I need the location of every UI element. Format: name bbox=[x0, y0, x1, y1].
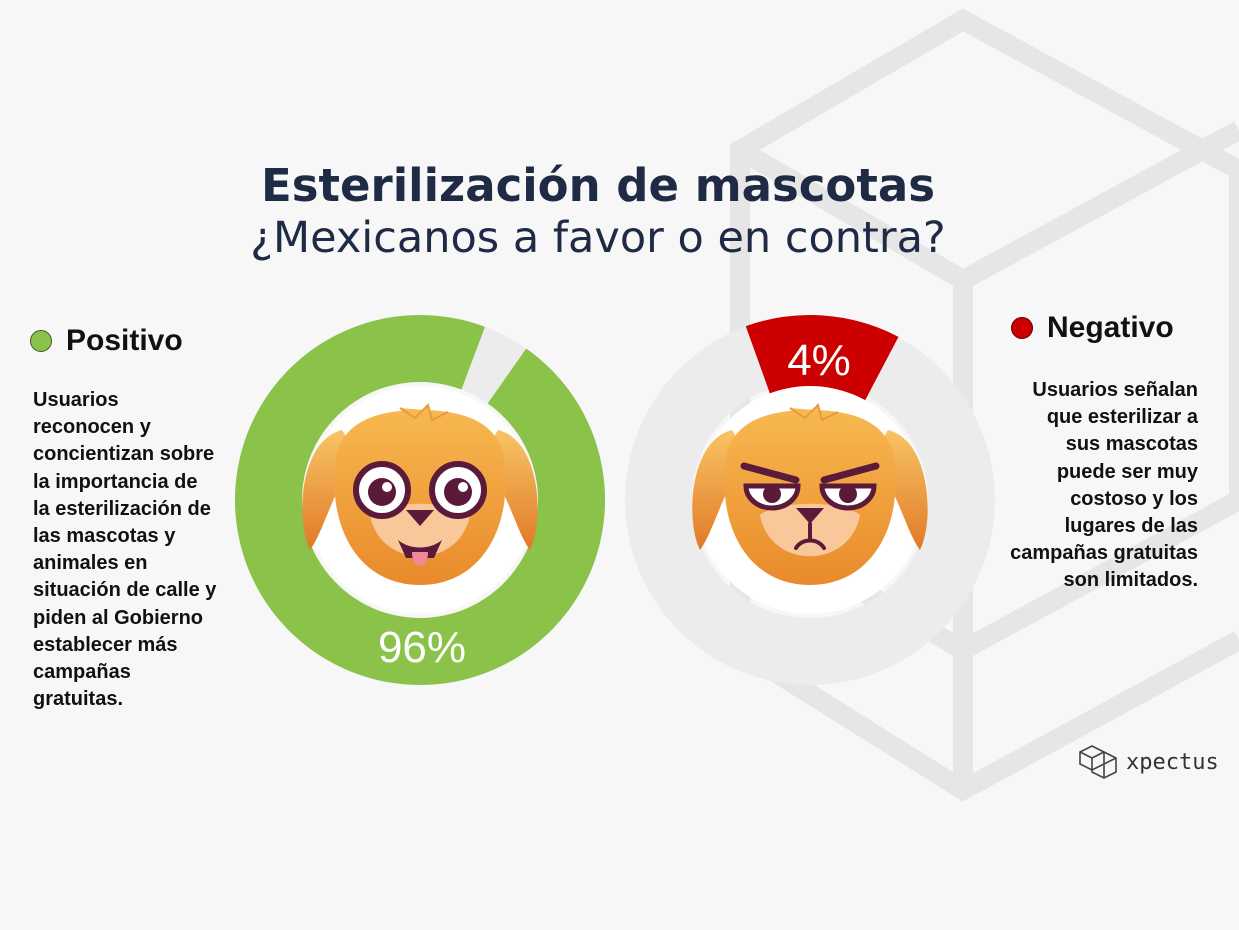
chart-title-block: Esterilización de mascotas ¿Mexicanos a … bbox=[0, 160, 1196, 264]
slice-negative-remainder bbox=[624, 315, 995, 686]
brand-name: xpectus bbox=[1126, 749, 1219, 775]
positive-percent-label: 96% bbox=[378, 623, 466, 672]
happy-dog-icon bbox=[302, 403, 538, 585]
slice-positive-remainder bbox=[461, 326, 527, 404]
positive-description: Usuarios reconocen y concientizan sobre … bbox=[33, 389, 217, 711]
negative-percent-label: 4% bbox=[787, 336, 851, 385]
angry-dog-icon bbox=[692, 403, 928, 585]
cube-logo-icon bbox=[1079, 745, 1117, 779]
legend-negative: Negativo bbox=[1011, 311, 1174, 345]
page-title: Esterilización de mascotas bbox=[261, 159, 935, 212]
slice-positive bbox=[234, 314, 605, 685]
legend-positive-label: Positivo bbox=[66, 324, 183, 357]
legend-positive: Positivo bbox=[30, 324, 183, 358]
legend-negative-label: Negativo bbox=[1047, 311, 1174, 344]
negative-description: Usuarios señalan que esterilizar a sus m… bbox=[1010, 379, 1198, 592]
slice-negative bbox=[745, 314, 899, 401]
negative-dot-icon bbox=[1011, 317, 1033, 339]
positive-dot-icon bbox=[30, 330, 52, 352]
page-subtitle: ¿Mexicanos a favor o en contra? bbox=[250, 213, 946, 263]
brand-logo: xpectus bbox=[1078, 744, 1219, 780]
